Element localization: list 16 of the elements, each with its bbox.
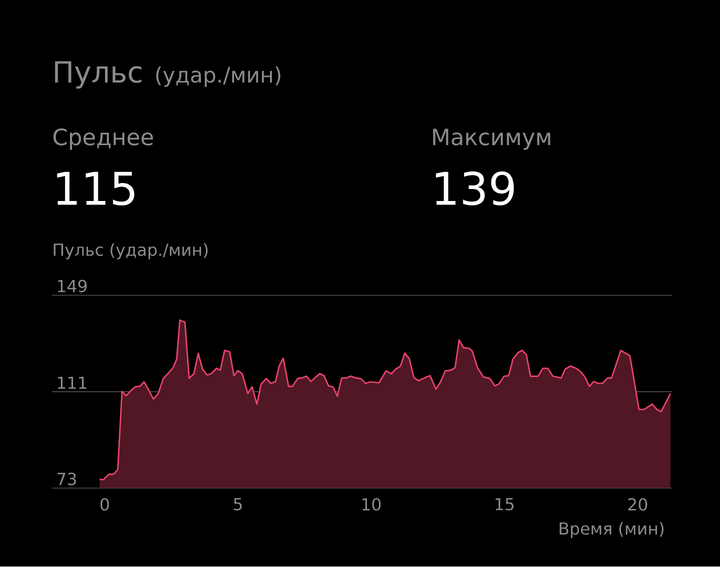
x-tick-label: 10 [362, 498, 381, 511]
x-tick-label: 0 [100, 498, 109, 511]
chart-subtitle: (удар./мин) [156, 66, 280, 88]
x-tick-label: 20 [628, 498, 648, 511]
y-tick-label: 73 [58, 472, 76, 486]
text: 115 [57, 172, 134, 206]
text: Среднее [53, 128, 153, 150]
x-tick-label: 15 [496, 498, 514, 511]
x-axis-title: Время (мин) [560, 522, 664, 538]
x-tick-label: 5 [234, 498, 242, 511]
y-axis-title: Пульс (удар./мин) [54, 243, 208, 260]
text: Максимум [433, 128, 550, 150]
chart-title: Пульс [55, 61, 142, 89]
text: 139 [436, 172, 514, 206]
y-tick-label: 149 [58, 280, 87, 293]
y-tick-label: 111 [58, 376, 86, 389]
